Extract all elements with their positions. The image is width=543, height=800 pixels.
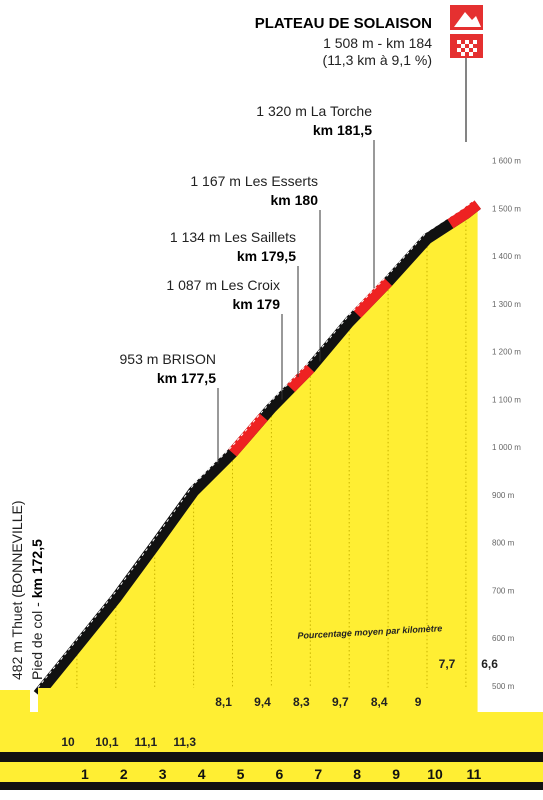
- y-tick-label: 1 200 m: [492, 348, 521, 357]
- waypoint-label: 1 167 m Les Esserts: [190, 173, 318, 189]
- chart-title: PLATEAU DE SOLAISON: [255, 15, 432, 32]
- km-gradient-value: 9: [415, 695, 422, 709]
- km-gradient-value: 6,6: [481, 657, 498, 671]
- km-separator-bar: [0, 752, 543, 762]
- km-gradient-value: 10: [61, 735, 75, 749]
- km-tick-label: 8: [353, 766, 361, 782]
- waypoint-label: 953 m BRISON: [120, 351, 216, 367]
- y-tick-label: 500 m: [492, 682, 515, 691]
- gradient-value-band: [0, 712, 543, 752]
- waypoint-km-label: km 179,5: [237, 248, 296, 264]
- steep-segment: [353, 278, 393, 318]
- svg-text:Pied de col - km 172,5: Pied de col - km 172,5: [29, 539, 45, 680]
- finish-flag-icon: [450, 34, 483, 58]
- waypoint-km-label: km 180: [271, 192, 319, 208]
- steep-segment: [228, 413, 268, 457]
- summit-elevation-label: 1 508 m - km 184: [323, 35, 432, 51]
- km-gradient-value: 11,3: [173, 735, 196, 749]
- waypoint-km-label: km 179: [233, 296, 281, 312]
- y-tick-label: 700 m: [492, 586, 515, 595]
- km-bottom-bar: [0, 782, 543, 790]
- km-tick-label: 9: [392, 766, 400, 782]
- y-tick-label: 1 000 m: [492, 443, 521, 452]
- start-km-label: km 172,5: [29, 539, 45, 598]
- y-tick-label: 1 500 m: [492, 204, 521, 213]
- km-gradient-value: 9,4: [254, 695, 271, 709]
- km-tick-label: 3: [159, 766, 167, 782]
- km-tick-label: 2: [120, 766, 128, 782]
- start-block: [0, 690, 30, 752]
- steep-segment: [447, 200, 481, 229]
- waypoint-label: 1 320 m La Torche: [256, 103, 372, 119]
- waypoint-km-label: km 181,5: [313, 122, 372, 138]
- km-gradient-value: 8,3: [293, 695, 310, 709]
- y-tick-label: 900 m: [492, 491, 515, 500]
- waypoint-label: 1 134 m Les Saillets: [170, 229, 296, 245]
- gradient-band: [38, 688, 478, 712]
- summit-climb-stats: (11,3 km à 9,1 %): [323, 52, 432, 68]
- waypoint-label: 1 087 m Les Croix: [166, 277, 280, 293]
- steep-segment: [286, 364, 315, 393]
- y-tick-label: 1 600 m: [492, 157, 521, 166]
- km-tick-label: 4: [198, 766, 206, 782]
- km-gradient-value: 8,4: [371, 695, 388, 709]
- km-axis-band: [0, 762, 543, 782]
- profile-area: [38, 204, 478, 695]
- km-tick-label: 10: [427, 766, 443, 782]
- road-line: [33, 200, 481, 699]
- y-tick-label: 600 m: [492, 634, 515, 643]
- km-gradient-value: 7,7: [439, 657, 456, 671]
- km-gradient-value: 11,1: [134, 735, 157, 749]
- km-tick-label: 1: [81, 766, 89, 782]
- summit-category-icon: [450, 5, 483, 30]
- km-tick-label: 11: [466, 766, 481, 782]
- y-tick-label: 800 m: [492, 539, 515, 548]
- km-tick-label: 5: [237, 766, 245, 782]
- y-tick-label: 1 400 m: [492, 252, 521, 261]
- km-tick-label: 6: [276, 766, 284, 782]
- km-gradient-value: 9,7: [332, 695, 349, 709]
- km-gradient-value: 8,1: [215, 695, 232, 709]
- start-location-label: 482 m Thuet (BONNEVILLE): [9, 501, 25, 680]
- y-tick-label: 1 300 m: [492, 300, 521, 309]
- start-foot-label: Pied de col -: [29, 598, 45, 680]
- road-edge-line: [37, 197, 478, 688]
- y-tick-label: 1 100 m: [492, 395, 521, 404]
- waypoint-km-label: km 177,5: [157, 370, 216, 386]
- km-tick-label: 7: [314, 766, 322, 782]
- km-gradient-value: 10,1: [95, 735, 119, 749]
